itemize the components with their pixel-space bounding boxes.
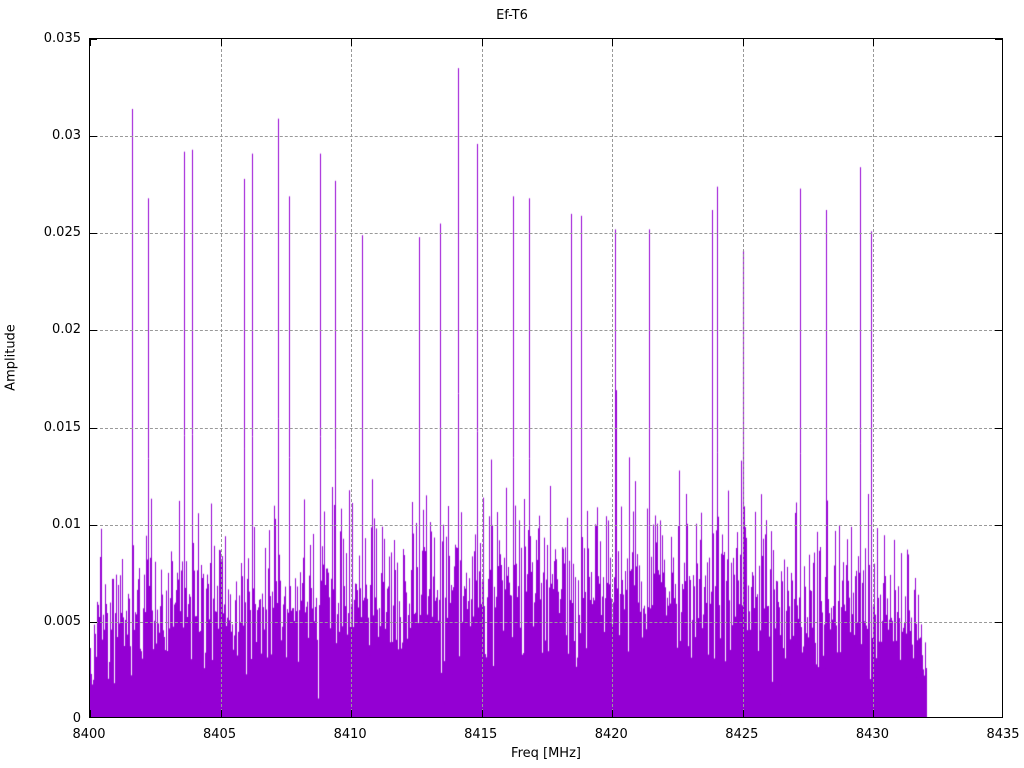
y-tick-label: 0.03	[52, 128, 81, 144]
gridline-vertical	[873, 39, 875, 717]
gridline-horizontal	[90, 621, 1002, 623]
x-tick-label: 8400	[72, 727, 106, 742]
x-tick-label: 8420	[594, 727, 628, 742]
gridline-horizontal	[90, 233, 1002, 235]
x-tick-label: 8410	[333, 727, 367, 742]
y-axis-tick-right	[995, 427, 1002, 429]
x-axis-tick	[873, 710, 875, 717]
x-tick-label: 8430	[855, 727, 889, 742]
spectrum-data-series	[90, 39, 1002, 717]
gridline-vertical	[220, 39, 222, 717]
y-axis-tick	[90, 427, 97, 429]
y-tick-label: 0.01	[52, 516, 81, 532]
x-axis-tick-top	[481, 39, 483, 46]
x-axis-tick	[90, 710, 91, 717]
y-tick-label: 0	[72, 711, 81, 726]
gridline-horizontal	[90, 524, 1002, 526]
x-tick-label: 8415	[464, 727, 498, 742]
chart-title: Ef-T6	[496, 8, 528, 23]
y-axis-tick-right	[995, 621, 1002, 623]
y-tick-label: 0.025	[43, 225, 81, 241]
x-tick-label: 8405	[203, 727, 237, 742]
gridline-horizontal	[90, 330, 1002, 332]
plot-area	[89, 38, 1003, 718]
y-tick-label: 0.035	[43, 31, 81, 46]
gridline-vertical	[612, 39, 614, 717]
x-axis-tick-top	[90, 39, 91, 46]
x-axis-title: Freq [MHz]	[511, 746, 581, 761]
y-tick-label: 0.015	[43, 419, 81, 435]
x-axis-tick-top	[873, 39, 875, 46]
y-axis-tick-right	[995, 330, 1002, 332]
x-axis-tick	[742, 710, 744, 717]
gridline-horizontal	[90, 136, 1002, 138]
x-axis-tick	[481, 710, 483, 717]
y-axis-tick	[90, 330, 97, 332]
x-axis-tick-top	[351, 39, 353, 46]
y-axis-tick	[90, 524, 97, 526]
x-axis-tick	[220, 710, 222, 717]
y-tick-label: 0.005	[43, 613, 81, 629]
x-axis-tick-top	[742, 39, 744, 46]
y-axis-tick-right	[995, 524, 1002, 526]
gridline-horizontal	[90, 427, 1002, 429]
gridline-vertical	[351, 39, 353, 717]
y-axis-tick	[90, 136, 97, 138]
y-axis-tick-right	[995, 136, 1002, 138]
y-axis-tick	[90, 233, 97, 235]
y-tick-label: 0.02	[52, 322, 81, 338]
gridline-vertical	[481, 39, 483, 717]
x-tick-label: 8435	[986, 727, 1020, 742]
x-axis-tick	[612, 710, 614, 717]
x-axis-tick-top	[612, 39, 614, 46]
gridline-vertical	[742, 39, 744, 717]
x-axis-tick-top	[220, 39, 222, 46]
x-axis-tick	[351, 710, 353, 717]
y-axis-tick	[90, 621, 97, 623]
x-tick-label: 8425	[725, 727, 759, 742]
y-axis-tick	[90, 39, 97, 40]
y-axis-tick-right	[995, 39, 1002, 40]
y-axis-tick-right	[995, 233, 1002, 235]
